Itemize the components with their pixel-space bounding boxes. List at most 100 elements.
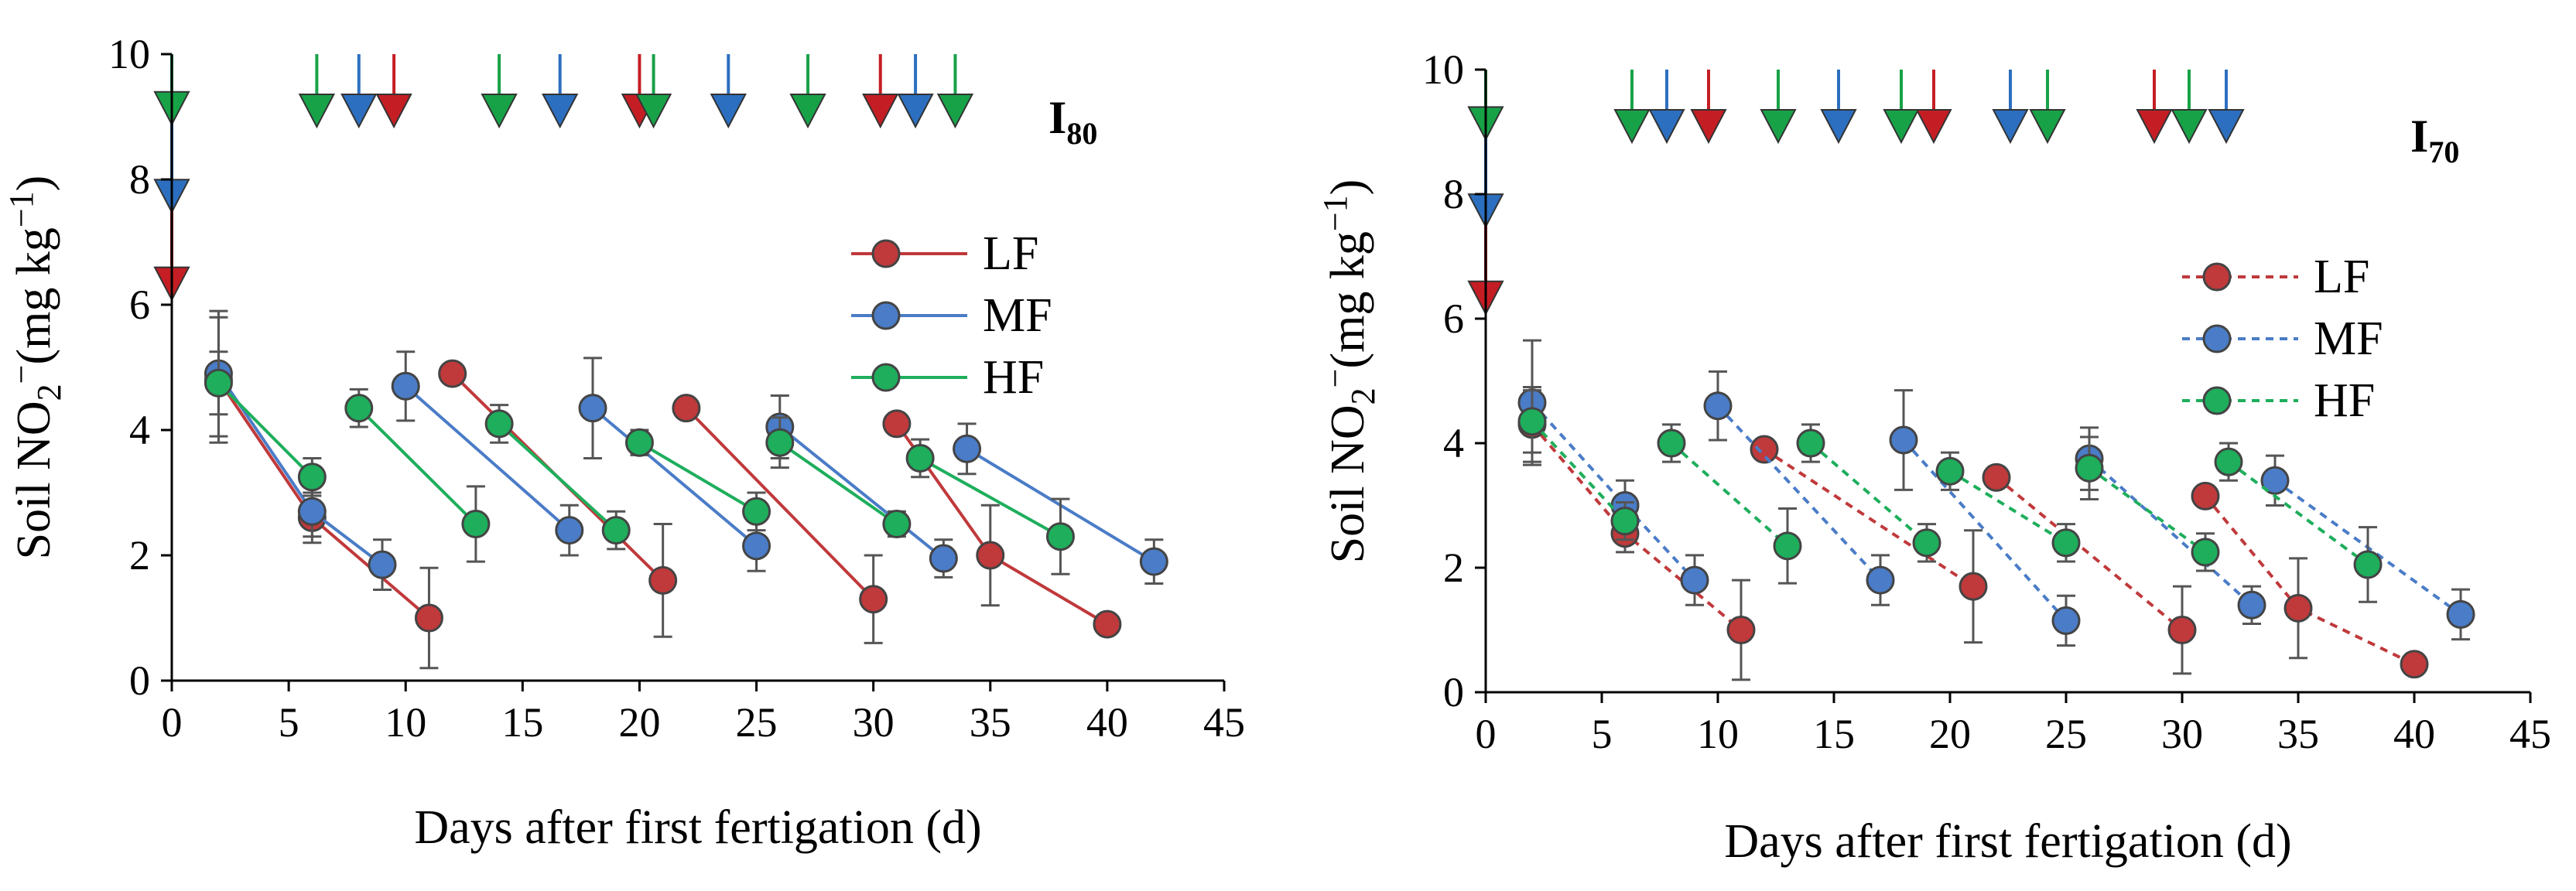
series-line xyxy=(685,407,875,601)
series-line xyxy=(1902,439,2068,622)
data-point xyxy=(414,603,443,633)
data-point xyxy=(2214,447,2243,476)
fertigation-arrow-head xyxy=(1690,109,1727,145)
fertigation-arrow-head xyxy=(897,94,934,129)
series-line xyxy=(498,422,617,532)
fertigation-arrow-head xyxy=(1992,109,2029,145)
fertigation-arrow-head xyxy=(2029,109,2066,145)
x-tick-label: 20 xyxy=(1929,711,1971,757)
data-point xyxy=(2446,599,2475,629)
series-lf xyxy=(1517,386,2429,681)
series-line xyxy=(1531,401,1696,582)
data-point xyxy=(2237,590,2266,620)
y-tick-label: 8 xyxy=(1443,171,1464,217)
x-tick-label: 40 xyxy=(1086,699,1128,746)
data-point xyxy=(601,516,631,545)
series-line xyxy=(1995,476,2184,632)
series-line xyxy=(404,384,571,532)
fertigation-arrow-head xyxy=(936,94,974,129)
fertigation-arrow-head xyxy=(375,94,412,129)
x-tick-label: 40 xyxy=(2393,711,2435,757)
data-point xyxy=(2167,616,2197,644)
x-tick-label: 10 xyxy=(385,699,426,746)
data-point xyxy=(391,371,420,401)
fertigation-arrow-head xyxy=(635,94,672,129)
data-point xyxy=(648,565,678,595)
data-point xyxy=(672,394,701,423)
fertigation-arrow-head xyxy=(298,94,336,129)
data-point xyxy=(461,510,491,538)
series-line xyxy=(638,441,758,514)
series-line xyxy=(357,407,477,525)
x-tick-label: 15 xyxy=(1813,711,1855,757)
data-point xyxy=(1866,565,1895,595)
fertigation-arrow-head xyxy=(1820,109,1857,145)
legend-label-lf: LF xyxy=(2314,251,2369,303)
data-point xyxy=(1726,616,1756,644)
y-tick-label: 10 xyxy=(108,31,150,77)
series-line xyxy=(1531,420,1627,522)
data-point xyxy=(368,550,397,579)
fertigation-arrow-head xyxy=(542,94,579,129)
panel-i70: 0 5 10 15 20 25 30 35 40 45 0 2 4 6 8 10 Days after fir… xyxy=(1316,46,2551,868)
fertigation-arrow-head xyxy=(2208,109,2245,145)
legend-marker xyxy=(871,301,901,330)
series-line xyxy=(217,381,313,479)
y-tick-label: 0 xyxy=(1443,669,1464,715)
data-point xyxy=(2051,528,2081,558)
data-point xyxy=(1045,522,1075,551)
x-axis-title: Days after first fertigation (d) xyxy=(414,801,981,854)
legend-label-mf: MF xyxy=(983,289,1052,342)
panel-label: I80 xyxy=(1049,92,1097,151)
legend-label-lf: LF xyxy=(983,227,1038,280)
data-point xyxy=(742,497,771,526)
data-point xyxy=(1982,463,2011,492)
x-axis-title: Days after first fertigation (d) xyxy=(1724,815,2291,868)
x-tick-label: 0 xyxy=(162,699,183,746)
fertigation-arrow-head xyxy=(789,94,826,129)
x-tick-label: 25 xyxy=(736,699,778,746)
data-point xyxy=(976,541,1005,570)
series-line xyxy=(1716,405,1882,582)
data-point xyxy=(1517,407,1547,436)
fertigation-arrow-head xyxy=(862,94,899,129)
data-point xyxy=(2191,538,2220,567)
panel-i80: 0 5 10 15 20 25 30 35 40 45 0 2 4 6 8 10 Days after fir… xyxy=(2,31,1245,854)
fertigation-arrow-head xyxy=(1613,109,1651,145)
data-point xyxy=(1912,528,1941,558)
series-line xyxy=(2088,457,2253,606)
legend-marker xyxy=(2202,386,2232,415)
data-point xyxy=(2400,650,2429,679)
data-point xyxy=(2051,606,2081,635)
data-point xyxy=(344,394,374,423)
data-point xyxy=(1093,609,1122,639)
x-tick-label: 45 xyxy=(1203,699,1245,746)
x-tick-label: 45 xyxy=(2509,711,2551,757)
x-tick-label: 15 xyxy=(501,699,543,746)
data-point xyxy=(2075,453,2104,483)
x-tick-label: 35 xyxy=(2277,711,2319,757)
data-point xyxy=(297,497,327,526)
data-point xyxy=(953,434,982,463)
legend-marker xyxy=(871,363,901,392)
x-tick-label: 0 xyxy=(1476,711,1497,757)
series-line xyxy=(2227,460,2369,566)
fertigation-arrow-head xyxy=(2171,109,2208,145)
legend-marker xyxy=(2202,324,2232,353)
data-point xyxy=(438,359,467,388)
data-point xyxy=(2353,550,2383,579)
data-point xyxy=(1889,425,1918,455)
legend-label-hf: HF xyxy=(983,351,1044,404)
data-point xyxy=(578,394,607,423)
fertigation-arrow-head xyxy=(1760,109,1797,145)
y-tick-label: 2 xyxy=(129,532,150,579)
series-line xyxy=(591,407,758,548)
x-tick-label: 35 xyxy=(970,699,1011,746)
legend-label-hf: HF xyxy=(2314,374,2375,427)
data-point xyxy=(555,516,584,545)
y-tick-label: 4 xyxy=(129,407,150,453)
series-line xyxy=(2088,466,2207,554)
series-line xyxy=(1670,442,1789,548)
data-point xyxy=(1935,456,1965,486)
